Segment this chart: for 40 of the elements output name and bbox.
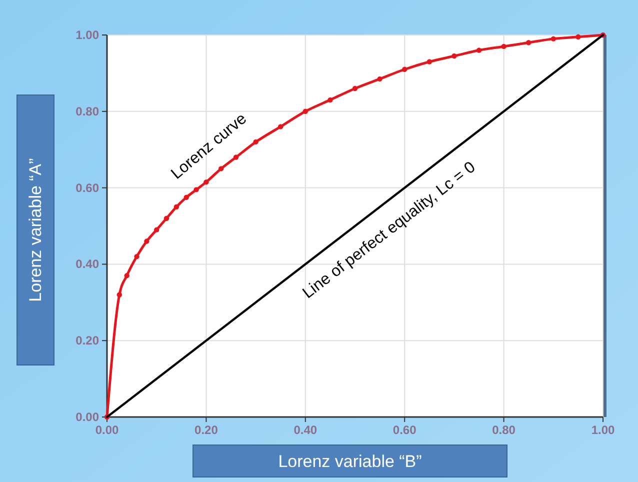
point [526, 40, 532, 46]
point [174, 204, 180, 210]
y-axis-title: Lorenz variable “A” [26, 158, 45, 302]
point [124, 273, 130, 278]
y-tick-label: 0.40 [76, 257, 100, 272]
point [253, 139, 258, 145]
point [116, 292, 122, 298]
point [352, 86, 358, 92]
point [194, 187, 199, 192]
point [302, 108, 308, 114]
point [476, 48, 482, 53]
x-tick-label: 0.40 [294, 423, 318, 437]
point [278, 124, 284, 130]
x-axis-title: Lorenz variable “B” [278, 452, 422, 471]
point [204, 179, 209, 185]
x-tick-label: 0.00 [95, 423, 119, 437]
point [154, 227, 160, 232]
point [501, 44, 506, 50]
point [377, 76, 382, 82]
point [134, 254, 140, 260]
point [576, 34, 581, 40]
point [328, 97, 333, 103]
x-tick-label: 0.80 [492, 423, 516, 437]
point [402, 66, 408, 72]
x-tick-label: 0.60 [392, 423, 417, 437]
y-tick-label: 0.80 [76, 104, 100, 118]
y-tick-label: 1.00 [76, 28, 100, 42]
point [144, 238, 150, 244]
point [550, 36, 556, 42]
point [233, 154, 239, 160]
y-tick-label: 0.20 [76, 334, 100, 348]
point [452, 53, 457, 59]
x-tick-label: 1.00 [591, 423, 615, 437]
point [218, 166, 224, 172]
point [164, 216, 170, 221]
point [184, 194, 189, 200]
x-tick-label: 0.20 [194, 423, 218, 437]
y-tick-label: 0.00 [76, 410, 100, 424]
y-tick-label: 0.60 [76, 180, 100, 195]
point [426, 59, 432, 64]
